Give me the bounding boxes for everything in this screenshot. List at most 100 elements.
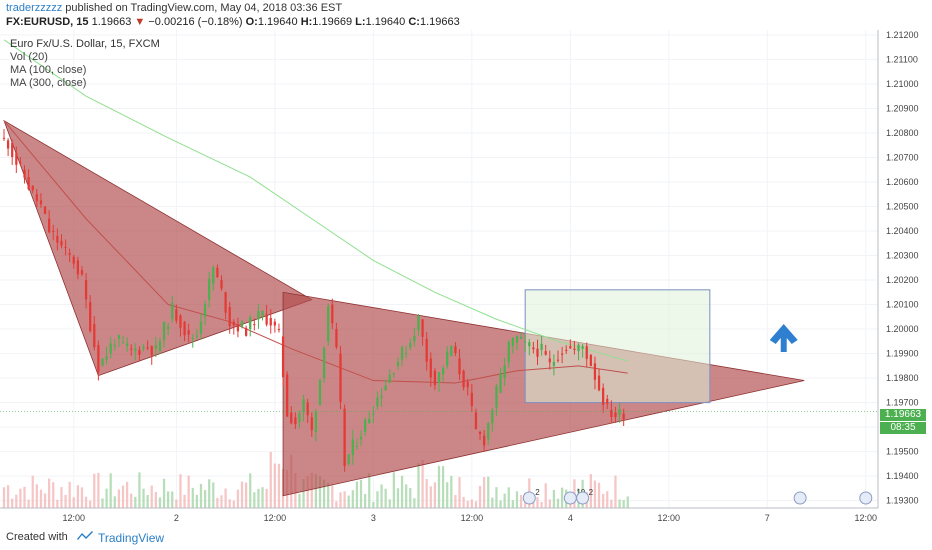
candle-body (450, 345, 453, 357)
candle-body (195, 335, 199, 337)
candle-body (569, 346, 572, 349)
candle-body (93, 324, 96, 348)
candle-body (622, 413, 625, 420)
volume-bar (306, 476, 309, 508)
candle-body (212, 267, 215, 284)
candle-body (318, 379, 322, 406)
candle-body (138, 349, 141, 355)
candle-body (503, 365, 506, 379)
volume-bar (511, 500, 514, 508)
volume-bar (322, 479, 326, 508)
legend-ma300[interactable]: MA (300, close) (10, 77, 87, 89)
volume-bar (97, 472, 100, 508)
candle-body (425, 338, 428, 362)
candle-body (400, 347, 404, 360)
volume-bar (364, 493, 367, 508)
y-tick-label: 1.20500 (886, 201, 919, 211)
volume-bar (540, 501, 543, 508)
volume-bar (130, 493, 133, 508)
symbol-ohlc-line: FX:EURUSD, 15 1.19663 ▼ −0.00216 (−0.18%… (6, 16, 460, 28)
volume-bar (610, 499, 613, 508)
x-tick-label: 2 (174, 513, 179, 523)
candle-body (491, 409, 494, 424)
close-value: 1.19663 (419, 16, 460, 28)
candle-body (35, 194, 38, 202)
volume-bar (35, 484, 38, 508)
candle-body (372, 413, 375, 415)
candle-body (290, 412, 293, 424)
candle-body (154, 345, 157, 349)
candle-body (343, 408, 346, 466)
candle-body (158, 341, 162, 352)
volume-bar (48, 478, 51, 508)
volume-bar (602, 493, 605, 508)
price-chart[interactable]: 1.21200 1.21100 1.21000 1.20900 1.20800 1.207… (0, 30, 932, 526)
candle-body (60, 240, 63, 246)
volume-bar (158, 497, 162, 508)
tradingview-brand[interactable]: TradingView (98, 531, 165, 545)
volume-bar (355, 481, 359, 508)
volume-bar (154, 492, 157, 508)
created-with-text: Created with (6, 531, 68, 543)
volume-bar (80, 487, 84, 508)
x-tick-label: 12:00 (62, 513, 85, 523)
y-tick-label: 1.20700 (886, 152, 919, 162)
low-value: 1.19640 (365, 16, 406, 28)
candle-body (48, 218, 51, 233)
candle-body (524, 341, 527, 343)
candle-body (474, 412, 478, 429)
candle-body (589, 354, 592, 367)
volume-bar (52, 482, 55, 508)
y-tick-label: 1.19800 (886, 373, 919, 383)
volume-bar (6, 485, 10, 508)
candle-body (15, 152, 18, 165)
candle-body (56, 235, 59, 243)
close-label: C: (408, 16, 420, 28)
candle-body (528, 342, 531, 347)
candle-body (610, 409, 613, 417)
volume-bar (199, 483, 203, 508)
economic-event-icon (859, 491, 873, 505)
volume-bar (417, 463, 420, 508)
volume-bar (606, 491, 609, 508)
candle-body (470, 392, 473, 407)
volume-bar (622, 499, 625, 508)
legend-ma100[interactable]: MA (100, close) (10, 64, 87, 76)
volume-bar (261, 487, 264, 508)
candle-body (552, 361, 556, 366)
candle-body (302, 399, 305, 413)
candle-body (495, 386, 498, 408)
x-tick-label: 12:00 (461, 513, 484, 523)
candle-body (454, 346, 457, 354)
volume-bar (409, 487, 412, 508)
legend-vol[interactable]: Vol (20) (10, 51, 48, 63)
volume-bar (503, 493, 506, 508)
volume-bar (327, 482, 330, 508)
volume-bar (203, 489, 207, 508)
volume-bar (23, 486, 26, 508)
volume-bar (298, 493, 301, 508)
x-tick-label: 7 (765, 513, 770, 523)
candle-body (72, 256, 75, 264)
volume-bar (437, 465, 441, 508)
volume-bar (15, 494, 18, 508)
author-link[interactable]: traderzzzzz (6, 2, 63, 14)
candle-body (199, 321, 203, 334)
event-count-label: 2 (589, 488, 594, 497)
volume-bar (101, 498, 104, 508)
volume-bar (470, 499, 473, 508)
volume-bar (195, 494, 199, 508)
symbol: FX:EURUSD, 15 (6, 16, 89, 28)
volume-bar (618, 499, 621, 508)
y-tick-label: 1.20900 (886, 103, 919, 113)
candle-body (2, 137, 6, 139)
candle-body (43, 206, 47, 214)
volume-bar (446, 482, 449, 508)
candle-body (183, 321, 186, 336)
volume-bar (232, 500, 235, 508)
volume-bar (142, 488, 145, 508)
candle-body (548, 358, 551, 363)
volume-bar (125, 481, 129, 508)
volume-bar (425, 479, 428, 508)
candle-body (273, 321, 276, 326)
